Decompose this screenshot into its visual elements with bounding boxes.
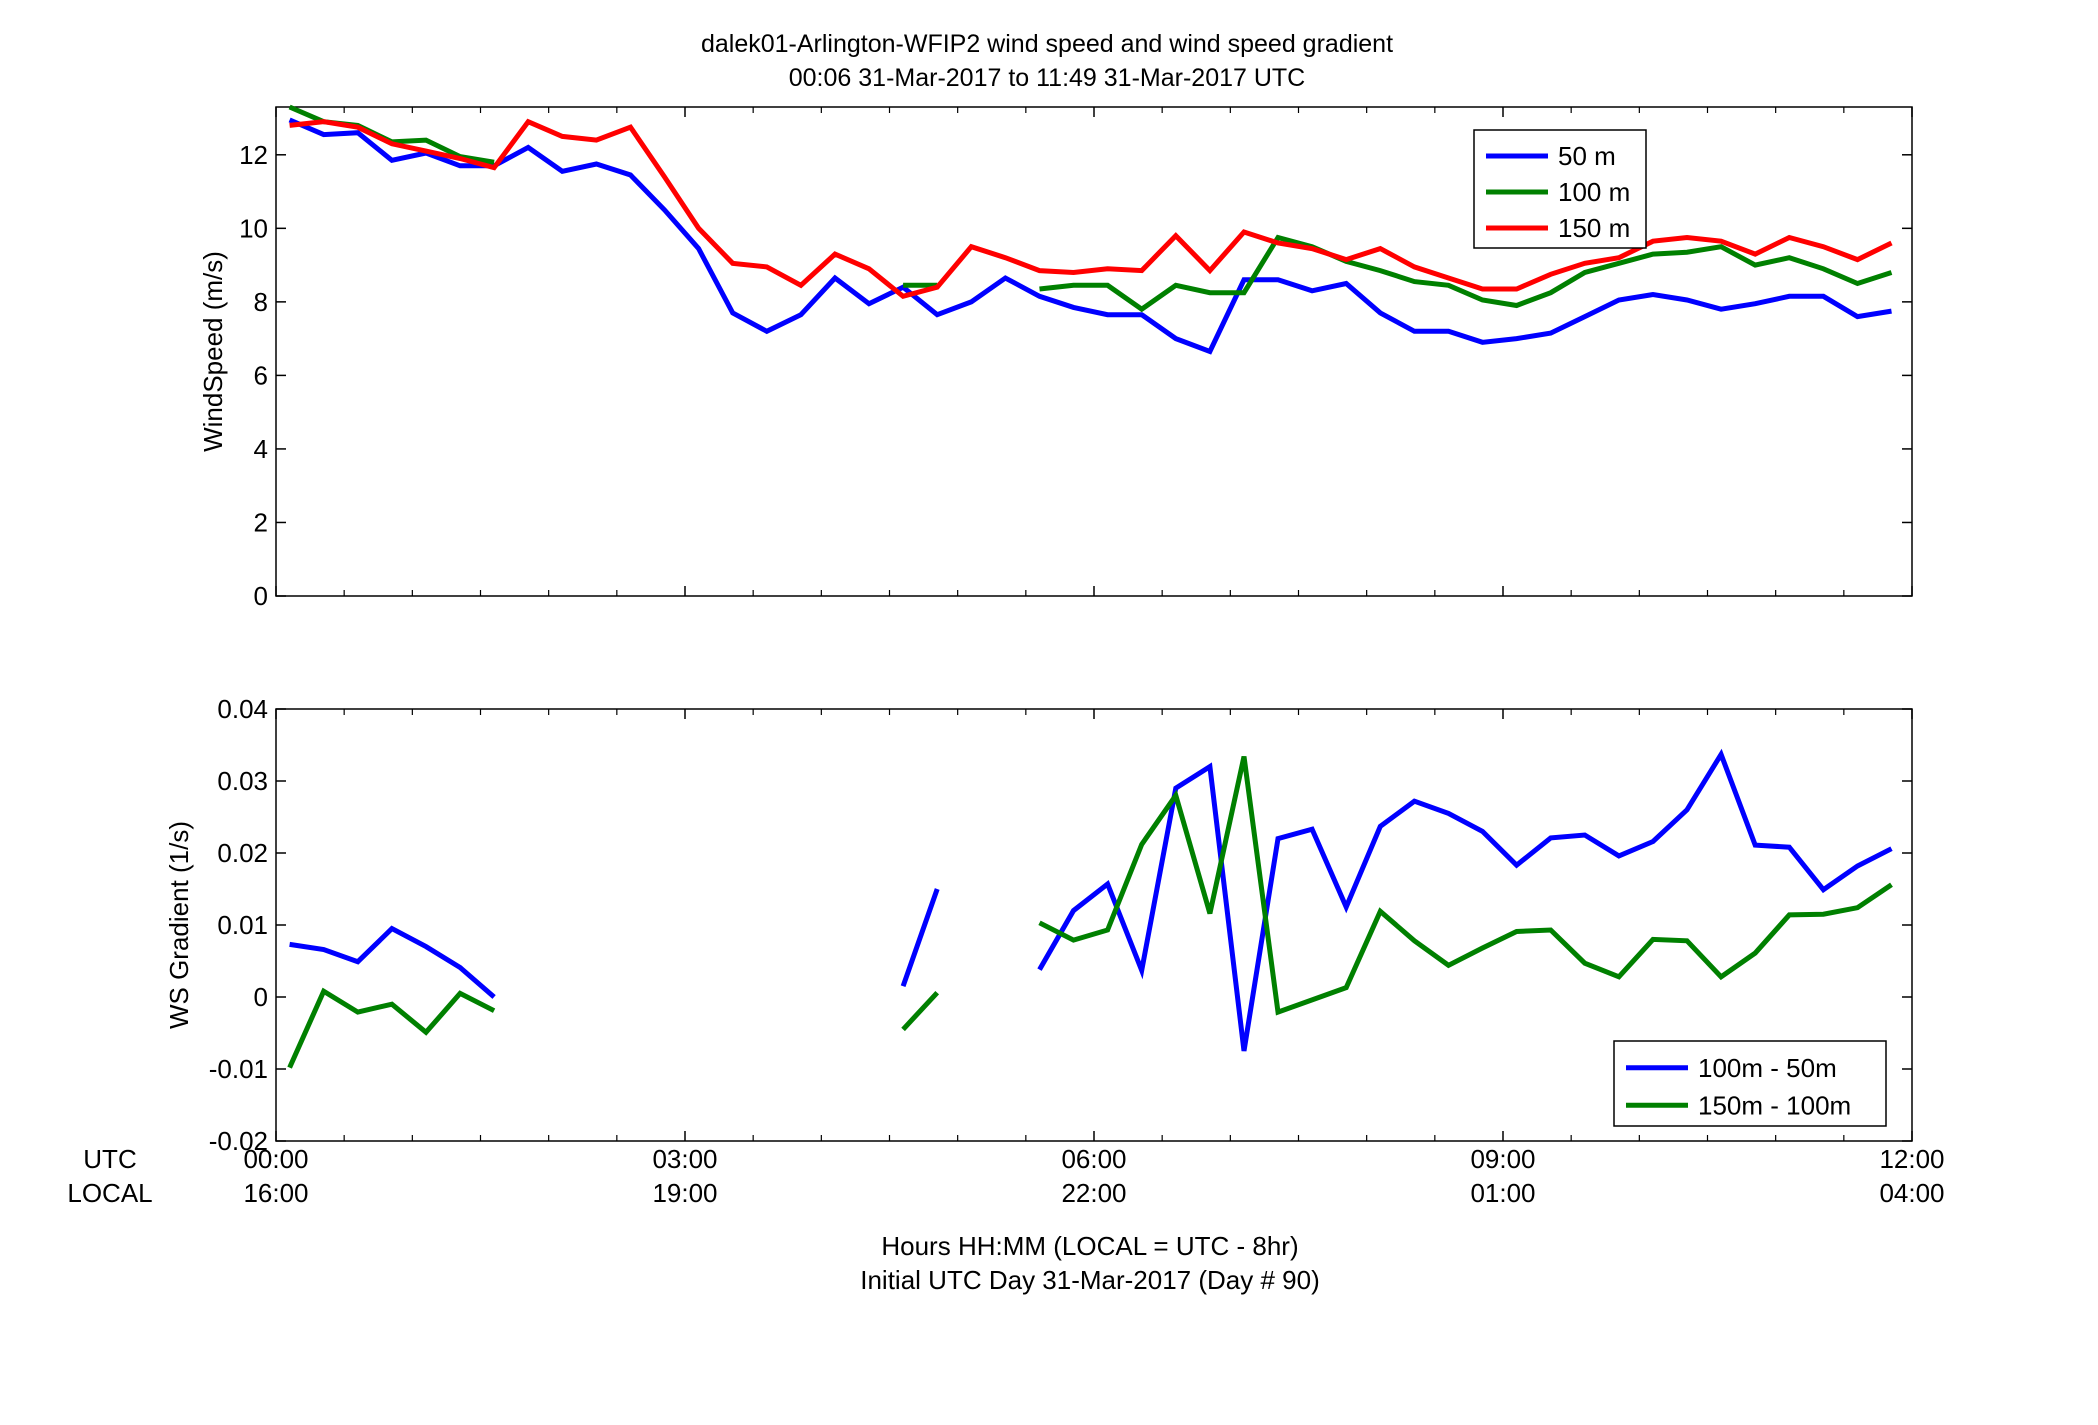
y-tick-label: 4 [254, 434, 268, 464]
wind-speed-chart: 0 2 4 6 8 10 12 WindSpeed (m/s) 50 m 100 m 150 m [198, 104, 1913, 611]
y-tick-label: 0.02 [217, 838, 268, 868]
legend-entry: 150 m [1558, 213, 1630, 243]
y-tick-label: 12 [239, 140, 268, 170]
utc-row-label: UTC [83, 1144, 136, 1174]
plot-frame [275, 106, 1913, 597]
series-line [289, 748, 1893, 1052]
legend-box [1613, 1040, 1887, 1127]
y-tick-label: -0.01 [209, 1054, 268, 1084]
x-tick-label-utc: 12:00 [1879, 1144, 1944, 1174]
x-tick-label-utc: 06:00 [1061, 1144, 1126, 1174]
x-tick-label-local: 16:00 [243, 1178, 308, 1208]
y-tick-label: 2 [254, 507, 268, 537]
x-tick-label-utc: 09:00 [1470, 1144, 1535, 1174]
y-tick-label: 6 [254, 360, 268, 390]
y-tick-label: 0.04 [217, 694, 268, 724]
figure-title-line2: 00:06 31-Mar-2017 to 11:49 31-Mar-2017 U… [789, 64, 1305, 92]
y-tick-label: -0.02 [209, 1126, 268, 1156]
series-line [288, 104, 1893, 313]
x-tick-label-local: 22:00 [1061, 1178, 1126, 1208]
series-line [287, 755, 1893, 1069]
local-row-label: LOCAL [67, 1178, 152, 1208]
y-tick-label: 0 [254, 581, 268, 611]
x-tick-label-local: 01:00 [1470, 1178, 1535, 1208]
x-tick-label-local: 04:00 [1879, 1178, 1944, 1208]
legend-entry: 100m - 50m [1698, 1053, 1837, 1083]
ws-gradient-chart: -0.02 -0.01 0 0.01 0.02 0.03 0.04 WS Gradient (… [164, 694, 1945, 1208]
series-line [288, 117, 1892, 355]
legend-entry: 150m - 100m [1698, 1090, 1851, 1120]
y-tick-label: 0.03 [217, 766, 268, 796]
y-axis-label: WS Gradient (1/s) [164, 821, 194, 1029]
figure-title-line1: dalek01-Arlington-WFIP2 wind speed and w… [701, 30, 1393, 58]
x-axis-label-line1: Hours HH:MM (LOCAL = UTC - 8hr) [881, 1231, 1298, 1261]
y-tick-label: 0 [254, 982, 268, 1012]
x-tick-label-local: 19:00 [652, 1178, 717, 1208]
legend: 50 m 100 m 150 m [1473, 129, 1647, 249]
x-tick-label-utc: 03:00 [652, 1144, 717, 1174]
x-tick-label-utc: 00:00 [243, 1144, 308, 1174]
series-line [289, 118, 1893, 300]
y-tick-label: 0.01 [217, 910, 268, 940]
y-tick-label: 10 [239, 213, 268, 243]
legend-entry: 50 m [1558, 141, 1616, 171]
legend-entry: 100 m [1558, 177, 1630, 207]
y-tick-label: 8 [254, 287, 268, 317]
x-axis-label-line2: Initial UTC Day 31-Mar-2017 (Day # 90) [860, 1265, 1320, 1295]
y-axis-label: WindSpeed (m/s) [198, 251, 228, 452]
legend: 100m - 50m 150m - 100m [1613, 1040, 1887, 1127]
